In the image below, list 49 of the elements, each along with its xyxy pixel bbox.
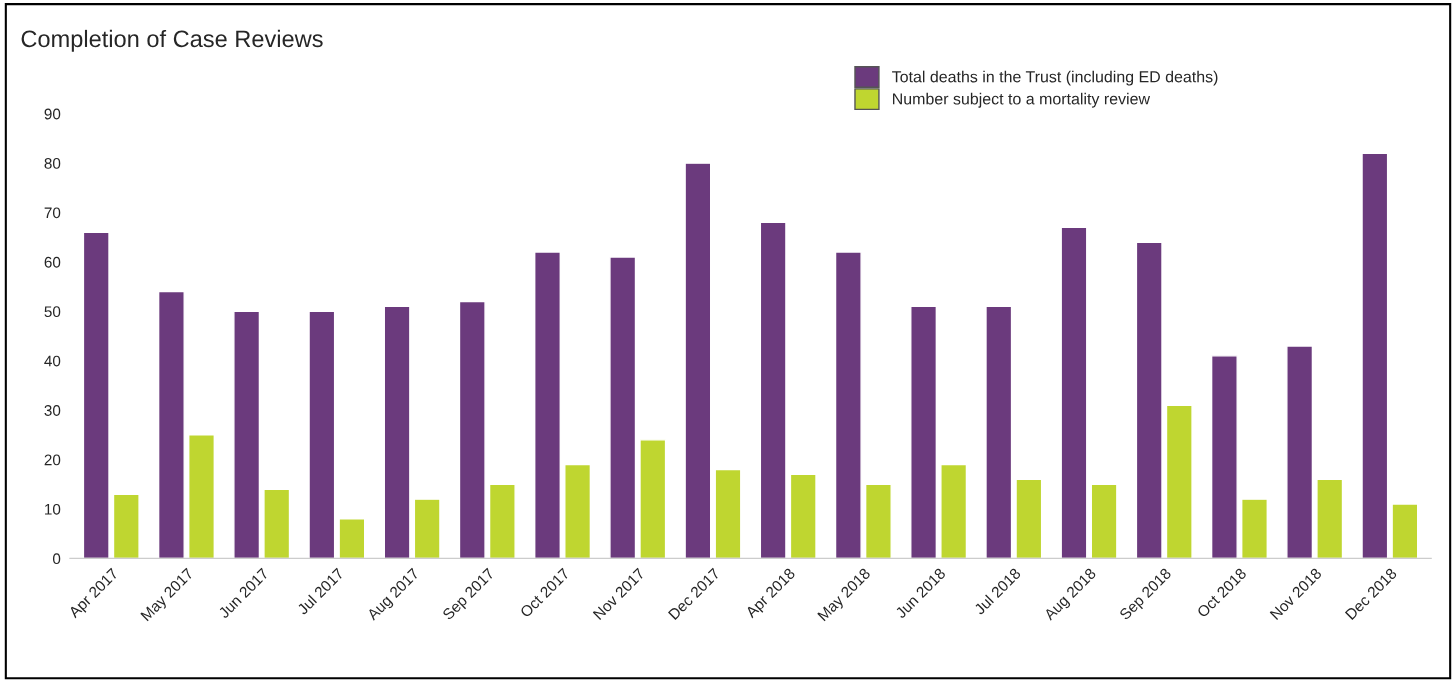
bar xyxy=(910,305,938,559)
y-tick-label: 60 xyxy=(44,256,61,268)
bar xyxy=(233,310,261,559)
bar xyxy=(1090,483,1118,559)
bar xyxy=(534,251,561,559)
y-tick-label: 90 xyxy=(44,108,61,120)
bar xyxy=(684,162,712,559)
y-tick-label: 30 xyxy=(44,405,61,416)
bar xyxy=(1286,345,1314,559)
y-tick-label: 40 xyxy=(44,355,61,367)
bar xyxy=(1316,478,1344,559)
y-tick-label: 0 xyxy=(52,553,61,565)
y-tick-label: 70 xyxy=(44,207,61,219)
bar xyxy=(1165,404,1193,559)
y-tick-label: 80 xyxy=(44,158,61,169)
bar xyxy=(714,468,742,559)
bar xyxy=(383,305,411,559)
bar xyxy=(1210,355,1238,559)
bar xyxy=(1391,503,1419,559)
bar xyxy=(1060,226,1088,559)
bar xyxy=(188,434,215,559)
bar xyxy=(789,473,817,559)
bar xyxy=(1135,241,1163,559)
bar xyxy=(834,251,862,559)
bar xyxy=(338,518,366,559)
bar xyxy=(112,493,140,559)
bar xyxy=(458,300,486,559)
bar xyxy=(564,463,592,559)
y-tick-label: 10 xyxy=(45,503,61,515)
legend-label: Total deaths in the Trust (including ED deaths) xyxy=(892,70,1218,86)
bar xyxy=(864,483,892,559)
chart-title: Completion of Case Reviews xyxy=(21,29,323,52)
bar xyxy=(759,221,787,559)
bar xyxy=(157,290,185,559)
bar xyxy=(82,231,110,559)
bar xyxy=(263,488,291,559)
bar xyxy=(1361,152,1389,559)
bar xyxy=(308,310,336,559)
legend-label: Number subject to a mortality review xyxy=(893,92,1151,108)
bar xyxy=(488,483,516,559)
bar xyxy=(1241,498,1268,559)
bar xyxy=(413,498,441,559)
bar xyxy=(940,463,968,559)
bar xyxy=(1015,478,1043,559)
y-tick-label: 50 xyxy=(44,306,61,318)
bar xyxy=(985,305,1013,559)
y-tick-label: 20 xyxy=(44,454,61,466)
bar xyxy=(639,439,667,559)
bar xyxy=(609,256,637,559)
